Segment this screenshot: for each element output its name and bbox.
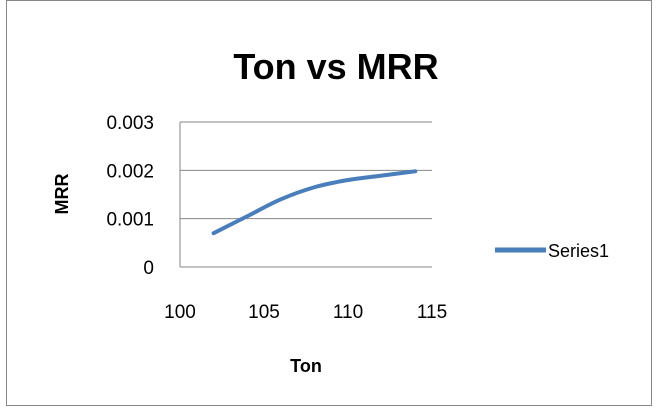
data-point <box>346 178 350 182</box>
x-tick-label: 100 <box>164 302 196 323</box>
chart-title: Ton vs MRR <box>233 46 438 87</box>
x-axis-ticks: 100 105 110 115 <box>164 302 447 323</box>
series-line-series1 <box>211 169 418 236</box>
x-tick-label: 110 <box>333 302 363 323</box>
x-tick-label: 105 <box>248 302 280 323</box>
data-point <box>380 174 384 178</box>
y-tick-label: 0.003 <box>106 113 154 134</box>
y-axis-ticks: 0 0.001 0.002 0.003 <box>106 113 154 279</box>
legend-label-series1: Series1 <box>548 241 609 261</box>
x-axis-title: Ton <box>290 356 322 376</box>
legend: Series1 <box>495 241 609 261</box>
y-tick-label: 0.002 <box>106 161 154 182</box>
chart-area <box>6 0 652 406</box>
y-tick-label: 0 <box>143 258 154 279</box>
data-point <box>279 197 283 201</box>
gridlines <box>179 121 432 268</box>
data-point <box>245 214 249 218</box>
x-tick-label: 115 <box>417 302 447 323</box>
y-axis-title: MRR <box>52 174 72 215</box>
y-tick-label: 0.001 <box>106 210 154 231</box>
data-point <box>212 231 216 235</box>
data-point <box>413 169 417 173</box>
plot-series <box>211 169 418 236</box>
data-point <box>312 185 316 189</box>
